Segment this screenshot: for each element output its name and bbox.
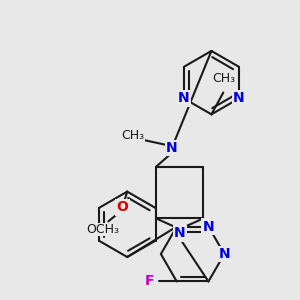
Text: CH₃: CH₃ [213,72,236,85]
Text: CH₃: CH₃ [122,129,145,142]
Text: OCH₃: OCH₃ [86,223,119,236]
Text: N: N [233,92,245,106]
Text: N: N [218,247,230,261]
Text: N: N [202,220,214,234]
Text: O: O [116,200,128,214]
Text: F: F [144,274,154,289]
Text: N: N [166,141,178,155]
Text: N: N [178,92,190,106]
Text: N: N [174,226,185,240]
